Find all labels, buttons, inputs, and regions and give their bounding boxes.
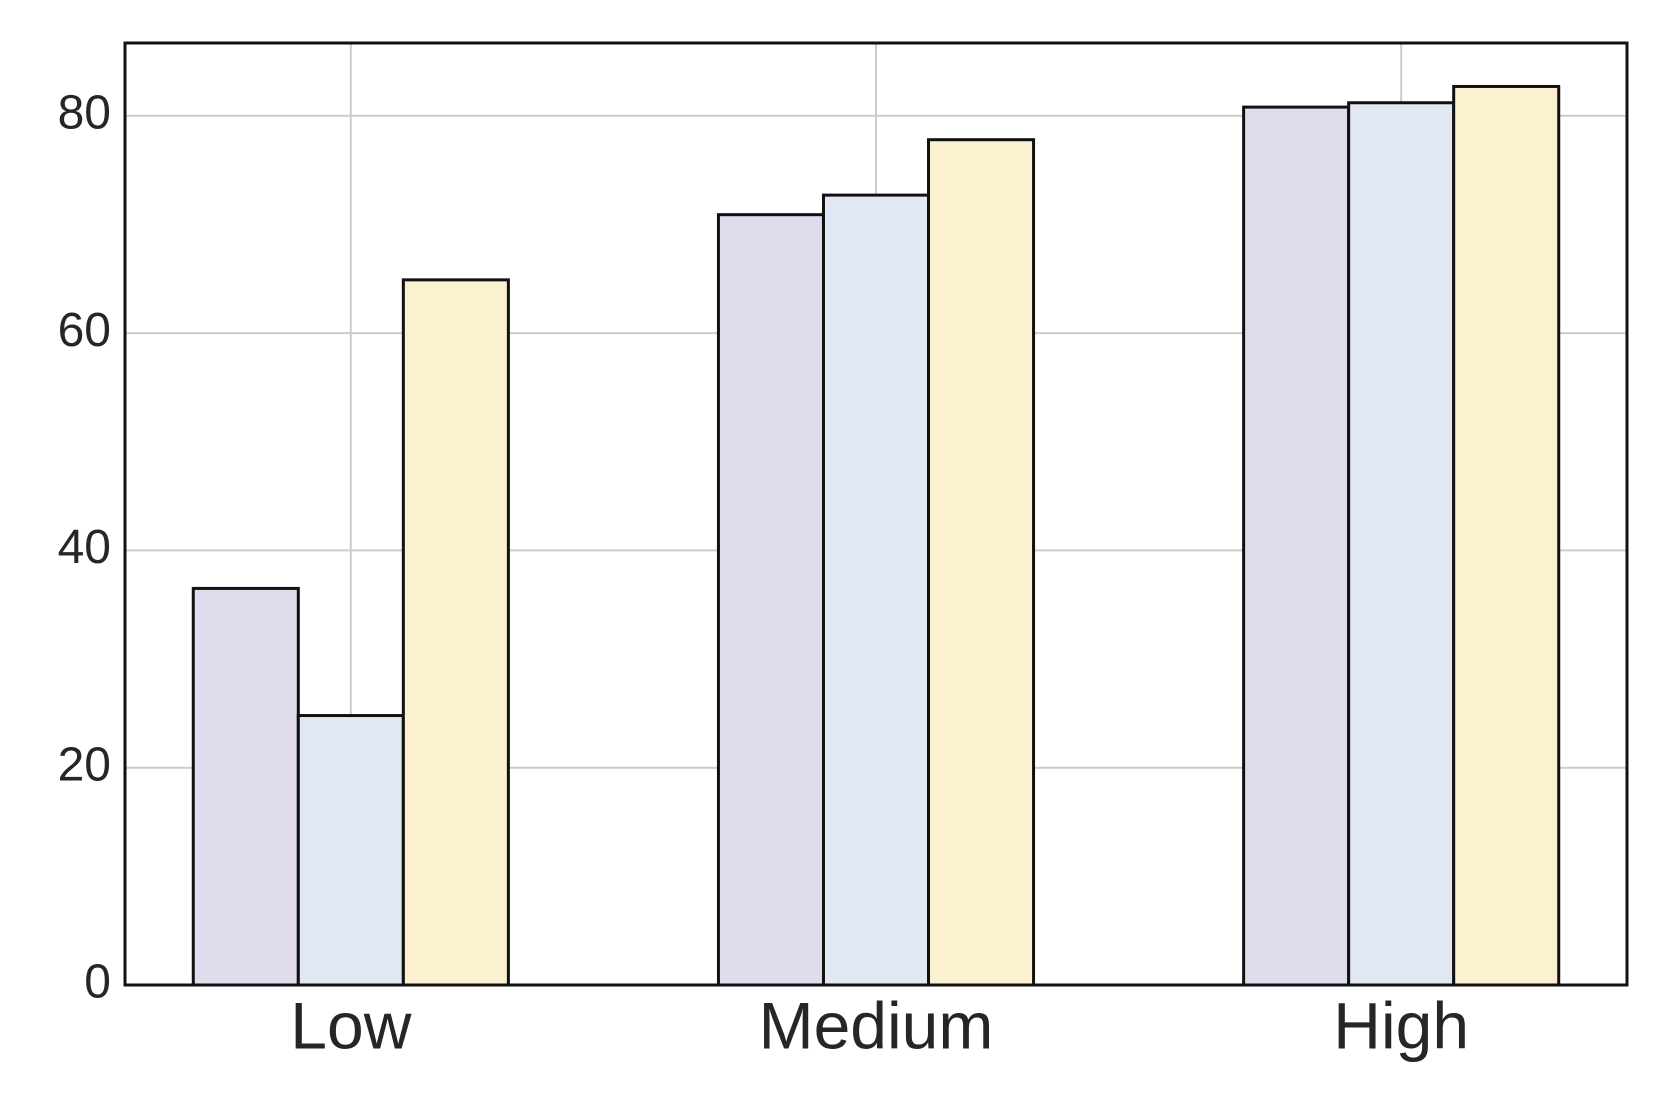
y-tick-label: 40 <box>58 521 111 574</box>
bar <box>821 193 931 987</box>
x-tick-label: High <box>1333 988 1469 1062</box>
plot-frame <box>123 41 1629 987</box>
x-tick-label: Low <box>290 988 411 1062</box>
bar <box>401 278 510 987</box>
bar <box>716 213 825 987</box>
bar <box>191 586 300 987</box>
bar <box>296 714 405 987</box>
y-tick-label: 20 <box>58 738 111 791</box>
x-tick-label: Medium <box>759 988 994 1062</box>
bar <box>1347 101 1456 987</box>
y-tick-label: 80 <box>58 86 111 139</box>
bar <box>1452 84 1561 987</box>
y-tick-label: 60 <box>58 304 111 357</box>
bar <box>927 138 1036 987</box>
y-tick-label: 0 <box>84 956 111 1009</box>
bar <box>1242 105 1351 987</box>
